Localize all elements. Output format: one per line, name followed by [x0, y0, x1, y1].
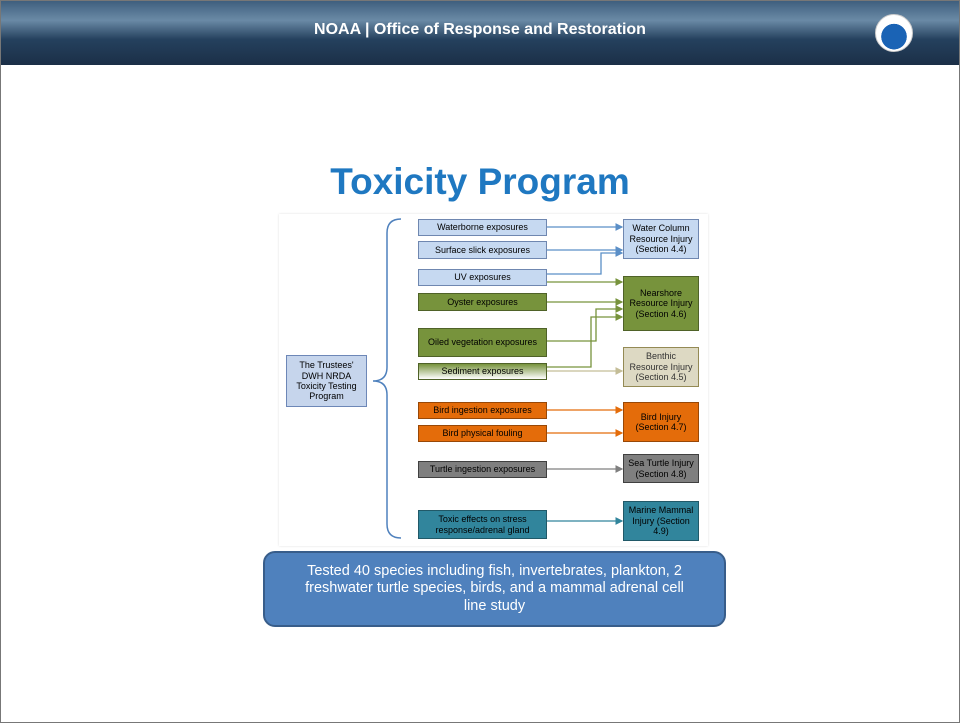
brace — [373, 219, 401, 538]
arrow — [547, 253, 622, 274]
header-title: NOAA | Office of Response and Restoratio… — [1, 21, 959, 39]
exposure-box: Turtle ingestion exposures — [418, 461, 547, 478]
exposure-box: Surface slick exposures — [418, 241, 547, 259]
exposure-box: UV exposures — [418, 269, 547, 286]
diagram: The Trustees' DWH NRDA Toxicity Testing … — [279, 214, 708, 546]
injury-box: Benthic Resource Injury (Section 4.5) — [623, 347, 699, 387]
noaa-logo — [875, 14, 913, 52]
exposure-box: Waterborne exposures — [418, 219, 547, 236]
injury-box: Water Column Resource Injury (Section 4.… — [623, 219, 699, 259]
exposure-box: Sediment exposures — [418, 363, 547, 380]
header-bar: NOAA | Office of Response and Restoratio… — [1, 1, 959, 65]
exposure-box: Toxic effects on stress response/adrenal… — [418, 510, 547, 539]
slide: NOAA | Office of Response and Restoratio… — [0, 0, 960, 723]
root-box: The Trustees' DWH NRDA Toxicity Testing … — [286, 355, 367, 407]
exposure-box: Oiled vegetation exposures — [418, 328, 547, 357]
injury-box: Nearshore Resource Injury (Section 4.6) — [623, 276, 699, 331]
injury-box: Bird Injury (Section 4.7) — [623, 402, 699, 442]
exposure-box: Bird physical fouling — [418, 425, 547, 442]
exposure-box: Oyster exposures — [418, 293, 547, 311]
arrow — [547, 317, 622, 367]
injury-box: Sea Turtle Injury (Section 4.8) — [623, 454, 699, 483]
callout: Tested 40 species including fish, invert… — [263, 551, 726, 627]
exposure-box: Bird ingestion exposures — [418, 402, 547, 419]
injury-box: Marine Mammal Injury (Section 4.9) — [623, 501, 699, 541]
arrow — [547, 309, 622, 341]
slide-title: Toxicity Program — [1, 161, 959, 203]
